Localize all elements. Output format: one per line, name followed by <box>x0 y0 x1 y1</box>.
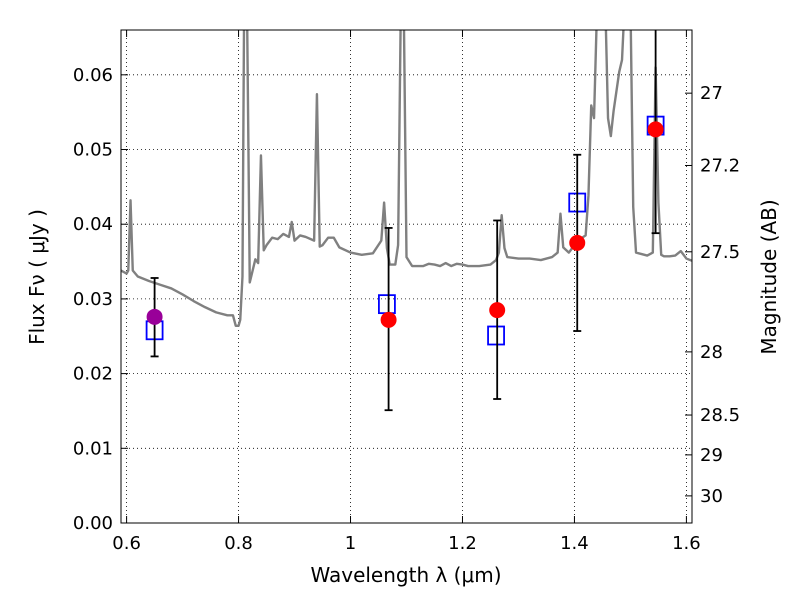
y-axis-title: Flux Fν ( μJy ) <box>25 209 49 345</box>
x-tick-label: 0.8 <box>224 533 253 554</box>
x-axis-title: Wavelength λ (μm) <box>310 563 501 587</box>
y-tick-label: 0.02 <box>73 364 113 385</box>
x-tick-label: 1.2 <box>448 533 477 554</box>
x-tick-label: 1.4 <box>560 533 589 554</box>
right-tick-label: 29 <box>700 445 723 466</box>
gridlines <box>121 30 692 524</box>
x-tick-label: 1.6 <box>672 533 701 554</box>
plot-frame <box>120 29 693 524</box>
observed-flux-point <box>380 311 397 328</box>
right-tick-label: 27.5 <box>700 242 740 263</box>
model-flux-square <box>487 325 505 346</box>
y-tick-label: 0.01 <box>73 438 113 459</box>
y-tick-label: 0.03 <box>73 289 113 310</box>
spectrum-line <box>121 30 692 327</box>
observed-flux-point <box>146 308 163 325</box>
right-tick-label: 27 <box>700 83 723 104</box>
right-tick-label: 30 <box>700 486 723 507</box>
observed-flux-point <box>569 234 586 251</box>
spectrum-layer <box>121 30 692 327</box>
y-tick-label: 0.00 <box>73 513 113 534</box>
observed-flux-point <box>489 302 506 319</box>
y-tick-label: 0.04 <box>73 214 113 235</box>
data-points-layer <box>145 30 665 412</box>
right-tick-label: 28.5 <box>700 405 740 426</box>
right-tick-label: 27.2 <box>700 155 740 176</box>
model-flux-square <box>378 294 396 315</box>
x-tick-label: 1 <box>345 533 356 554</box>
observed-flux-point <box>647 121 664 138</box>
axis-ticks: 0.6 0.8 1 1.2 1.4 1.6 0.00 0.01 0.02 0.03 0.04 0.05… <box>73 30 740 554</box>
y-tick-label: 0.06 <box>73 65 113 86</box>
y-tick-label: 0.05 <box>73 140 113 161</box>
right-tick-label: 28 <box>700 342 723 363</box>
right-axis-title: Magnitude (AB) <box>757 199 781 354</box>
x-tick-label: 0.6 <box>112 533 141 554</box>
